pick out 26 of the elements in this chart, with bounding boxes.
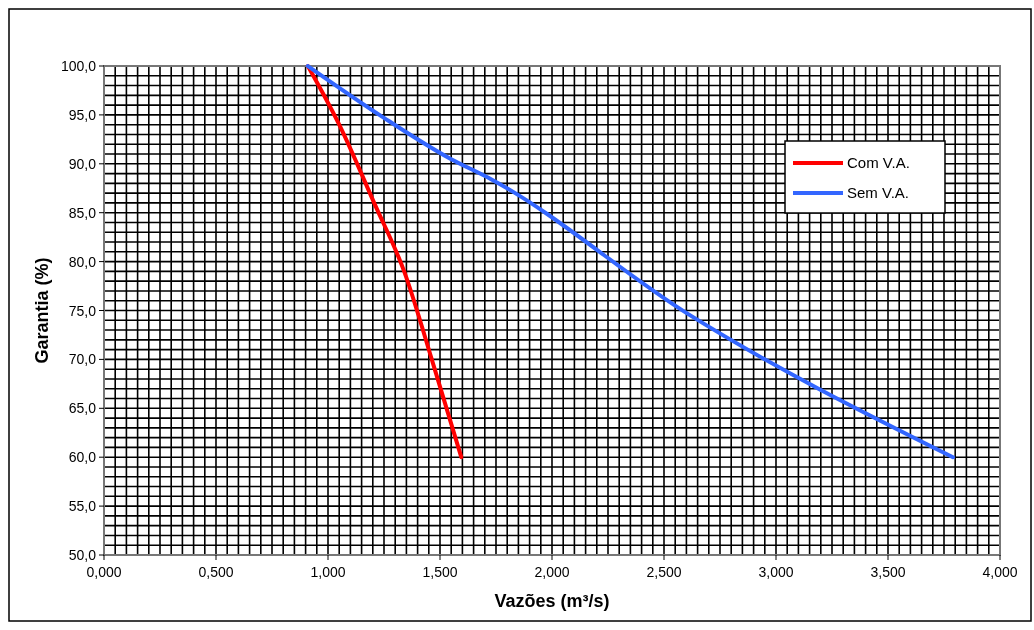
x-axis-title: Vazões (m³/s): [494, 591, 610, 611]
x-tick-label: 0,000: [86, 564, 122, 580]
x-tick-label: 3,500: [870, 564, 906, 580]
legend-label: Sem V.A.: [847, 184, 909, 201]
x-tick-label: 1,500: [422, 564, 458, 580]
line-series: [305, 64, 955, 460]
x-tick-label: 2,500: [646, 564, 682, 580]
y-tick-label: 100,0: [60, 58, 97, 74]
x-tick-label: 4,000: [982, 564, 1018, 580]
x-tick-label: 2,000: [534, 564, 570, 580]
y-tick-label: 70,0: [68, 351, 97, 368]
y-tick-label: 80,0: [68, 253, 97, 270]
y-tick-label: 75,0: [68, 302, 97, 319]
y-tick-label: 90,0: [68, 155, 97, 172]
y-tick-label: 85,0: [68, 204, 97, 221]
x-tick-label: 3,000: [758, 564, 794, 580]
x-tick-label: 0,500: [198, 564, 234, 580]
x-tick-label: 1,000: [310, 564, 346, 580]
y-tick-label: 65,0: [68, 400, 97, 417]
y-tick-label: 50,0: [68, 547, 97, 563]
legend-label: Com V.A.: [847, 154, 910, 171]
y-tick-label: 95,0: [68, 106, 97, 123]
y-tick-label: 60,0: [68, 449, 97, 466]
y-tick-label: 55,0: [68, 498, 97, 515]
line-series: [305, 64, 464, 460]
y-axis-title: Garantia (%): [32, 257, 52, 364]
